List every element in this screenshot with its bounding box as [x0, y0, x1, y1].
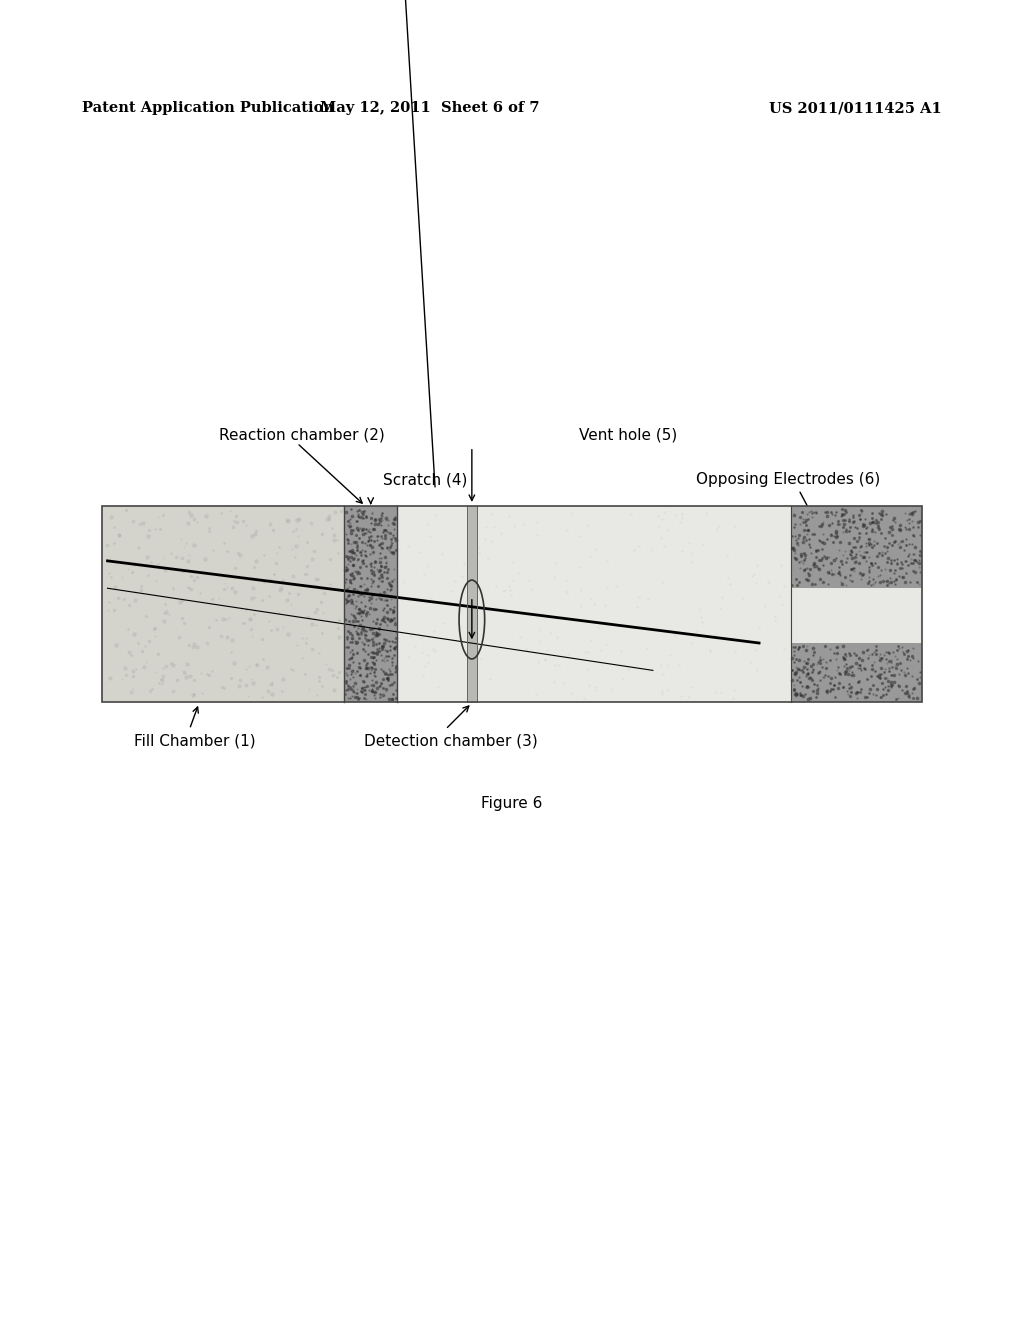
Bar [467, 506, 477, 702]
Text: US 2011/0111425 A1: US 2011/0111425 A1 [769, 102, 942, 115]
Text: Vent hole (5): Vent hole (5) [579, 428, 677, 444]
Text: May 12, 2011  Sheet 6 of 7: May 12, 2011 Sheet 6 of 7 [321, 102, 540, 115]
Text: Patent Application Publication: Patent Application Publication [82, 102, 334, 115]
Bar [791, 643, 922, 702]
Bar [791, 506, 922, 702]
Text: Reaction chamber (2): Reaction chamber (2) [219, 428, 385, 444]
Text: Opposing Electrodes (6): Opposing Electrodes (6) [696, 473, 881, 487]
Text: Scratch (4): Scratch (4) [383, 473, 467, 487]
Bar [344, 506, 397, 702]
Bar [791, 506, 922, 589]
Text: Fill Chamber (1): Fill Chamber (1) [134, 733, 255, 748]
Text: Detection chamber (3): Detection chamber (3) [364, 733, 538, 748]
Bar [102, 506, 922, 702]
Bar [397, 506, 791, 702]
Bar [102, 506, 344, 702]
Text: Figure 6: Figure 6 [481, 796, 543, 812]
